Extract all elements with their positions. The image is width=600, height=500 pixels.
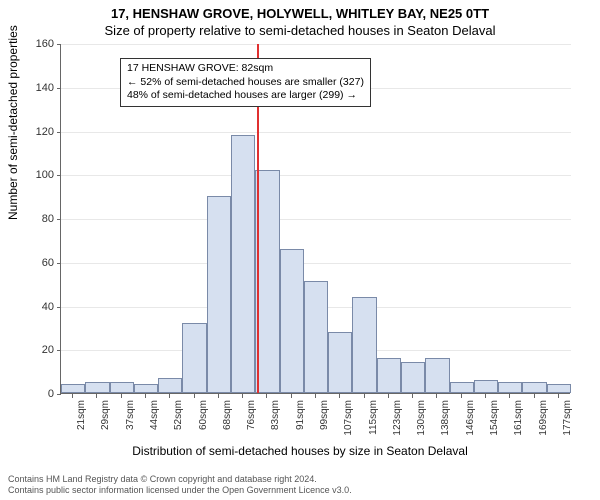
gridline: [61, 219, 571, 220]
xtick-mark: [436, 394, 437, 398]
ytick-mark: [57, 394, 61, 395]
gridline: [61, 44, 571, 45]
histogram-bar: [425, 358, 449, 393]
xtick-label: 138sqm: [440, 400, 451, 436]
histogram-bar: [110, 382, 134, 393]
ytick-label: 120: [14, 126, 54, 138]
ytick-mark: [57, 175, 61, 176]
ytick-mark: [57, 350, 61, 351]
histogram-bar: [450, 382, 474, 393]
xtick-mark: [412, 394, 413, 398]
xtick-label: 91sqm: [295, 400, 306, 430]
xtick-mark: [194, 394, 195, 398]
xtick-label: 169sqm: [538, 400, 549, 436]
xtick-mark: [388, 394, 389, 398]
xtick-label: 44sqm: [149, 400, 160, 430]
xtick-label: 154sqm: [489, 400, 500, 436]
ytick-label: 80: [14, 213, 54, 225]
xtick-mark: [534, 394, 535, 398]
histogram-bar: [158, 378, 182, 393]
xtick-label: 161sqm: [513, 400, 524, 436]
footer-line: Contains public sector information licen…: [8, 485, 352, 496]
histogram-bar: [401, 362, 425, 393]
histogram-bar: [498, 382, 522, 393]
xtick-mark: [485, 394, 486, 398]
annotation-box: 17 HENSHAW GROVE: 82sqm← 52% of semi-det…: [120, 58, 371, 107]
xtick-mark: [242, 394, 243, 398]
xtick-label: 68sqm: [222, 400, 233, 430]
ytick-label: 60: [14, 257, 54, 269]
ytick-label: 0: [14, 388, 54, 400]
gridline: [61, 132, 571, 133]
xtick-mark: [266, 394, 267, 398]
page-subtitle: Size of property relative to semi-detach…: [0, 21, 600, 38]
ytick-label: 140: [14, 82, 54, 94]
histogram-bar: [85, 382, 109, 393]
histogram-bar: [522, 382, 546, 393]
xtick-mark: [509, 394, 510, 398]
ytick-mark: [57, 263, 61, 264]
xtick-label: 146sqm: [465, 400, 476, 436]
xtick-mark: [96, 394, 97, 398]
xtick-label: 107sqm: [343, 400, 354, 436]
histogram-bar: [280, 249, 304, 393]
xtick-mark: [364, 394, 365, 398]
xtick-mark: [145, 394, 146, 398]
xtick-mark: [339, 394, 340, 398]
xtick-mark: [218, 394, 219, 398]
xtick-mark: [291, 394, 292, 398]
ytick-mark: [57, 219, 61, 220]
page-title: 17, HENSHAW GROVE, HOLYWELL, WHITLEY BAY…: [0, 0, 600, 21]
ytick-mark: [57, 307, 61, 308]
footer-line: Contains HM Land Registry data © Crown c…: [8, 474, 352, 485]
xtick-label: 21sqm: [76, 400, 87, 430]
xtick-label: 52sqm: [173, 400, 184, 430]
histogram-bar: [231, 135, 255, 393]
histogram-bar: [207, 196, 231, 393]
xtick-label: 115sqm: [368, 400, 379, 435]
xtick-label: 83sqm: [270, 400, 281, 430]
annotation-line: 48% of semi-detached houses are larger (…: [127, 89, 364, 103]
xtick-mark: [169, 394, 170, 398]
ytick-label: 40: [14, 301, 54, 313]
xtick-mark: [315, 394, 316, 398]
ytick-mark: [57, 132, 61, 133]
ytick-label: 20: [14, 344, 54, 356]
xtick-mark: [461, 394, 462, 398]
xtick-label: 130sqm: [416, 400, 427, 436]
footer-attribution: Contains HM Land Registry data © Crown c…: [8, 474, 352, 497]
ytick-mark: [57, 44, 61, 45]
x-axis-label: Distribution of semi-detached houses by …: [0, 444, 600, 458]
xtick-label: 123sqm: [392, 400, 403, 436]
gridline: [61, 175, 571, 176]
histogram-bar: [61, 384, 85, 393]
xtick-label: 29sqm: [100, 400, 111, 430]
annotation-line: ← 52% of semi-detached houses are smalle…: [127, 76, 364, 90]
xtick-mark: [121, 394, 122, 398]
ytick-label: 160: [14, 38, 54, 50]
histogram-bar: [377, 358, 401, 393]
xtick-label: 76sqm: [246, 400, 257, 430]
xtick-label: 37sqm: [125, 400, 136, 430]
ytick-mark: [57, 88, 61, 89]
xtick-label: 60sqm: [198, 400, 209, 430]
histogram-bar: [474, 380, 498, 393]
y-axis-label: Number of semi-detached properties: [6, 25, 20, 220]
histogram-bar: [134, 384, 158, 393]
xtick-mark: [558, 394, 559, 398]
histogram-bar: [352, 297, 376, 393]
xtick-label: 177sqm: [562, 400, 573, 436]
histogram-bar: [547, 384, 571, 393]
chart-area: 21sqm29sqm37sqm44sqm52sqm60sqm68sqm76sqm…: [60, 44, 570, 394]
histogram-bar: [328, 332, 352, 393]
histogram-bar: [182, 323, 206, 393]
ytick-label: 100: [14, 169, 54, 181]
xtick-label: 99sqm: [319, 400, 330, 430]
histogram-bar: [304, 281, 328, 393]
gridline: [61, 263, 571, 264]
annotation-line: 17 HENSHAW GROVE: 82sqm: [127, 62, 364, 76]
xtick-mark: [72, 394, 73, 398]
